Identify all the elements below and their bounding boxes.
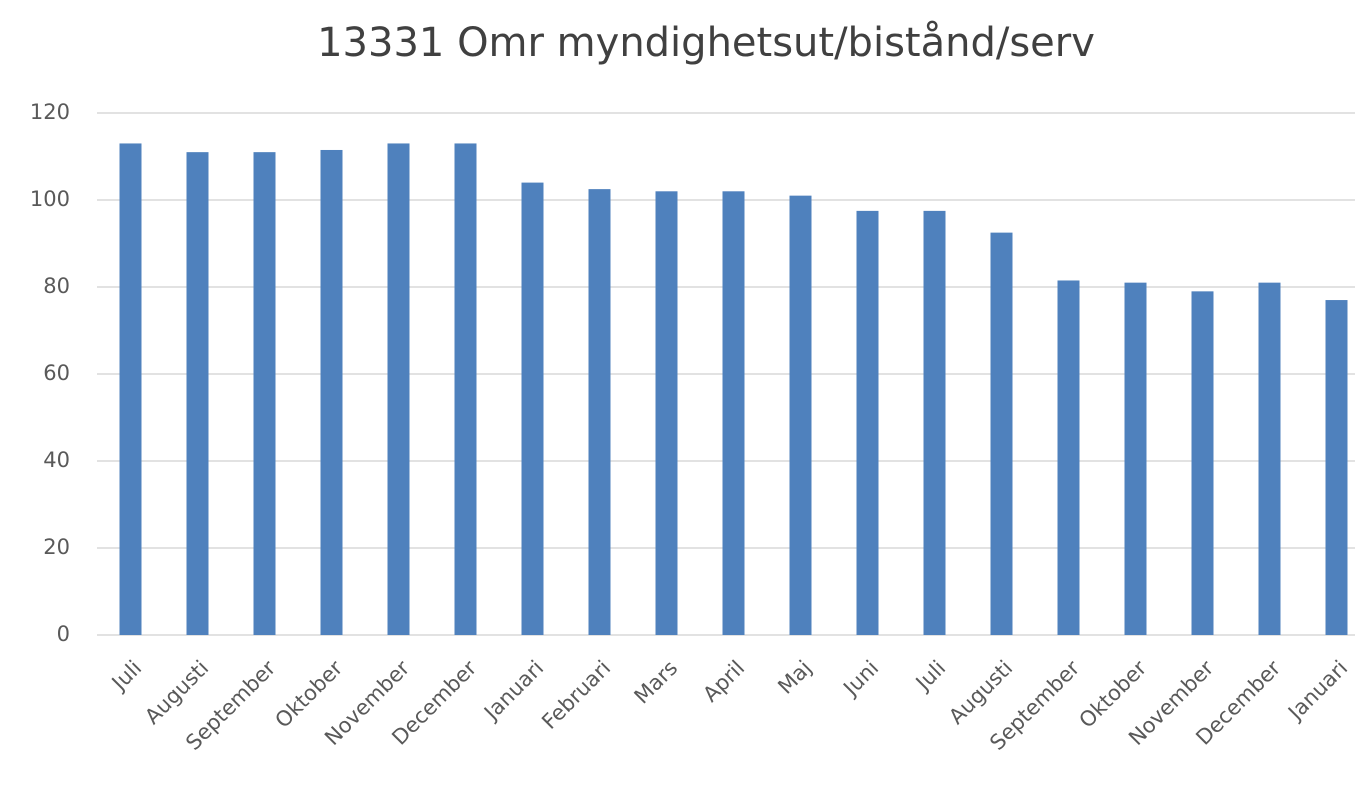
bar [923, 210, 946, 635]
bar [722, 191, 745, 636]
bar [1057, 280, 1080, 635]
y-tick-label: 100 [30, 187, 70, 211]
bar [387, 143, 410, 635]
bar [186, 152, 209, 635]
y-tick-label: 120 [30, 100, 70, 124]
bar [320, 149, 343, 635]
x-tick-label: Juli [106, 656, 146, 696]
bar [655, 191, 678, 636]
y-tick-label: 80 [43, 274, 70, 298]
bar [1325, 300, 1348, 635]
bar [1124, 282, 1147, 635]
y-tick-label: 0 [57, 622, 70, 646]
bar [119, 143, 142, 635]
chart-title: 13331 Omr myndighetsut/bistånd/serv [317, 20, 1095, 66]
bar [521, 182, 544, 635]
x-tick-label: Maj [773, 656, 816, 699]
x-tick-label: Juli [910, 656, 950, 696]
y-tick-label: 40 [43, 448, 70, 472]
x-tick-label: Juni [838, 656, 884, 702]
bar [1191, 291, 1214, 635]
bar [789, 195, 812, 635]
bar [1258, 282, 1281, 635]
bar [990, 232, 1013, 635]
x-tick-label: Mars [630, 656, 683, 709]
bar [856, 210, 879, 635]
y-tick-label: 60 [43, 361, 70, 385]
x-tick-label: Januari [1282, 656, 1352, 726]
x-tick-label: Februari [537, 656, 615, 734]
bar [253, 152, 276, 635]
y-tick-label: 20 [43, 535, 70, 559]
x-tick-label: April [698, 656, 749, 707]
bar [454, 143, 477, 635]
bar [588, 189, 611, 635]
